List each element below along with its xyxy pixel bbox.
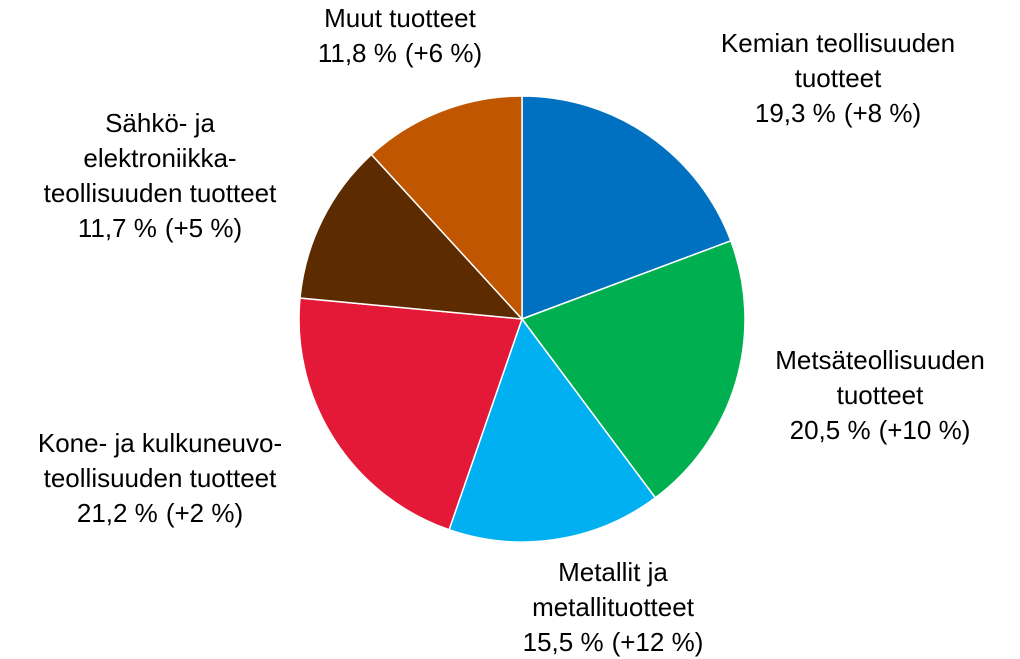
pie-slice — [370, 95, 523, 321]
pie-slice — [521, 95, 732, 321]
category-label: tuotteet — [795, 63, 883, 93]
category-label: Sähkö- ja — [105, 108, 215, 138]
value-change: (+6 %) — [405, 38, 482, 68]
category-label: Metallit ja — [558, 557, 668, 587]
category-label: Muut tuotteet — [324, 3, 477, 33]
value-label: 15,5 % (+12 %) — [523, 627, 704, 657]
value-percent: 11,7 % — [78, 213, 157, 243]
value-label: 11,8 % (+6 %) — [318, 38, 482, 68]
value-percent: 11,8 % — [318, 38, 397, 68]
value-label: 20,5 % (+10 %) — [790, 415, 971, 445]
value-change: (+8 %) — [844, 98, 921, 128]
pie-slice — [298, 297, 524, 531]
value-percent: 15,5 % — [523, 627, 604, 657]
pie-slice — [448, 317, 657, 543]
category-label: teollisuuden tuotteet — [44, 178, 278, 208]
pie-slice — [520, 239, 746, 499]
category-label: tuotteet — [837, 380, 925, 410]
value-percent: 20,5 % — [790, 415, 871, 445]
value-label: 19,3 % (+8 %) — [755, 98, 921, 128]
category-label: Kone- ja kulkuneuvo- — [38, 428, 282, 458]
value-change: (+12 %) — [612, 627, 704, 657]
category-label: Kemian teollisuuden — [721, 28, 955, 58]
category-label: metallituotteet — [532, 592, 695, 622]
value-change: (+10 %) — [879, 415, 971, 445]
category-label: teollisuuden tuotteet — [44, 463, 278, 493]
value-label: 11,7 % (+5 %) — [78, 213, 242, 243]
pie-slice — [299, 153, 524, 320]
value-change: (+2 %) — [166, 498, 243, 528]
value-label: 21,2 % (+2 %) — [77, 498, 243, 528]
category-label: elektroniikka- — [83, 143, 236, 173]
category-label: Metsäteollisuuden — [775, 345, 985, 375]
value-percent: 19,3 % — [755, 98, 836, 128]
value-change: (+5 %) — [165, 213, 242, 243]
value-percent: 21,2 % — [77, 498, 158, 528]
